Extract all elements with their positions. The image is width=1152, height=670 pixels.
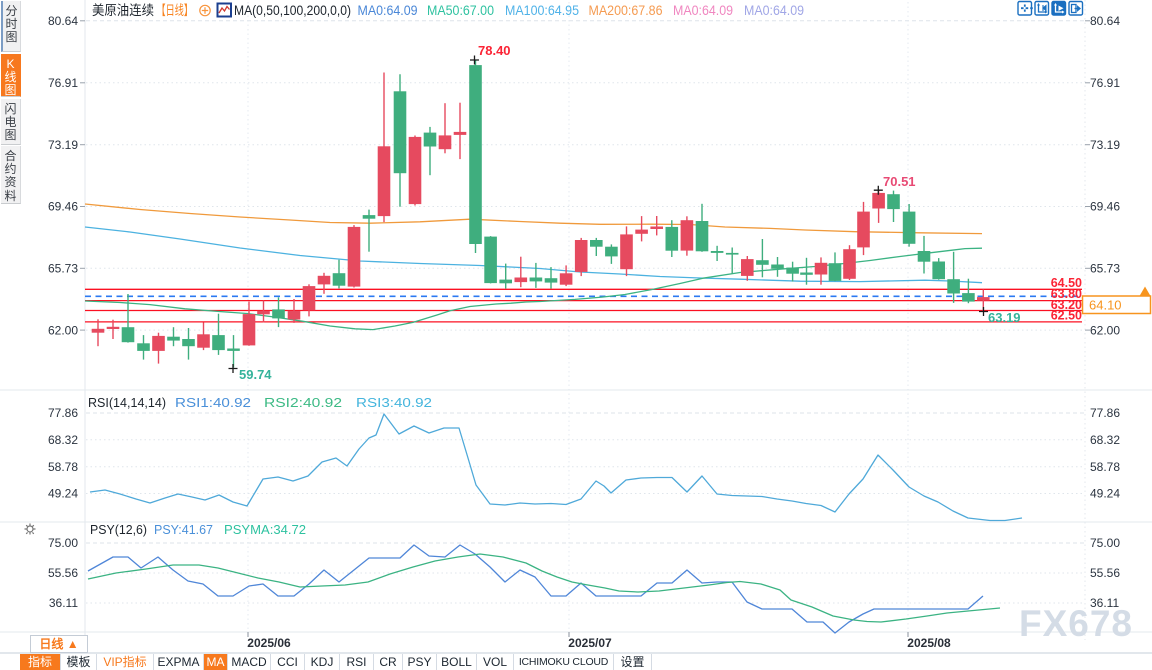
svg-text:69.46: 69.46 (1090, 200, 1120, 214)
svg-text:PSY(12,6): PSY(12,6) (90, 522, 147, 537)
svg-text:MA100:64.95: MA100:64.95 (505, 3, 579, 18)
svg-text:73.19: 73.19 (1090, 138, 1120, 152)
svg-text:FX678: FX678 (1019, 603, 1133, 644)
svg-text:49.24: 49.24 (48, 487, 78, 501)
svg-text:73.19: 73.19 (48, 138, 78, 152)
svg-text:MA200:67.86: MA200:67.86 (589, 3, 663, 18)
svg-text:58.78: 58.78 (48, 460, 78, 474)
svg-text:69.46: 69.46 (48, 200, 78, 214)
svg-text:MA0:64.09: MA0:64.09 (673, 3, 733, 18)
svg-text:65.73: 65.73 (1090, 262, 1120, 276)
svg-text:65.73: 65.73 (48, 262, 78, 276)
svg-text:36.11: 36.11 (49, 596, 78, 610)
svg-text:2025/08: 2025/08 (907, 636, 951, 650)
svg-text:RSI(14,14,14): RSI(14,14,14) (88, 395, 166, 410)
svg-text:55.56: 55.56 (1090, 566, 1120, 580)
svg-text:2025/06: 2025/06 (247, 636, 291, 650)
svg-text:75.00: 75.00 (48, 536, 78, 550)
svg-text:62.00: 62.00 (48, 323, 78, 337)
svg-text:77.86: 77.86 (48, 406, 78, 420)
svg-text:【日线】: 【日线】 (157, 3, 194, 18)
svg-text:MA50:67.00: MA50:67.00 (427, 3, 494, 18)
svg-text:PSYMA:34.72: PSYMA:34.72 (224, 522, 306, 537)
svg-text:58.78: 58.78 (1090, 460, 1120, 474)
svg-text:MA0:64.09: MA0:64.09 (358, 3, 418, 18)
svg-text:PSY:41.67: PSY:41.67 (154, 522, 213, 537)
svg-text:MA0:64.09: MA0:64.09 (744, 3, 804, 18)
svg-text:63.80: 63.80 (1051, 287, 1082, 301)
svg-text:76.91: 76.91 (1090, 76, 1120, 90)
svg-text:68.32: 68.32 (1090, 433, 1120, 447)
svg-text:55.56: 55.56 (48, 566, 78, 580)
svg-text:70.51: 70.51 (883, 174, 916, 189)
svg-text:RSI1:40.92: RSI1:40.92 (175, 395, 251, 410)
svg-text:80.64: 80.64 (1090, 14, 1120, 28)
svg-text:59.74: 59.74 (239, 367, 272, 382)
svg-text:64.50: 64.50 (1051, 276, 1082, 290)
svg-text:78.40: 78.40 (478, 43, 511, 58)
svg-text:64.10: 64.10 (1089, 298, 1122, 313)
svg-text:76.91: 76.91 (48, 76, 78, 90)
svg-text:75.00: 75.00 (1090, 536, 1120, 550)
svg-text:RSI3:40.92: RSI3:40.92 (356, 395, 432, 410)
svg-text:77.86: 77.86 (1090, 406, 1120, 420)
svg-text:80.64: 80.64 (48, 14, 78, 28)
svg-text:68.32: 68.32 (48, 433, 78, 447)
svg-text:63.20: 63.20 (1051, 298, 1082, 312)
svg-text:36.11: 36.11 (1090, 596, 1119, 610)
svg-text:63.19: 63.19 (988, 310, 1021, 325)
svg-text:MA(0,50,100,200,0,0): MA(0,50,100,200,0,0) (234, 3, 351, 18)
svg-text:49.24: 49.24 (1090, 487, 1120, 501)
svg-text:2025/07: 2025/07 (568, 636, 612, 650)
svg-text:62.50: 62.50 (1051, 309, 1082, 323)
svg-text:美原油连续: 美原油连续 (92, 3, 154, 18)
svg-text:RSI2:40.92: RSI2:40.92 (264, 395, 342, 410)
svg-text:62.00: 62.00 (1090, 323, 1120, 337)
